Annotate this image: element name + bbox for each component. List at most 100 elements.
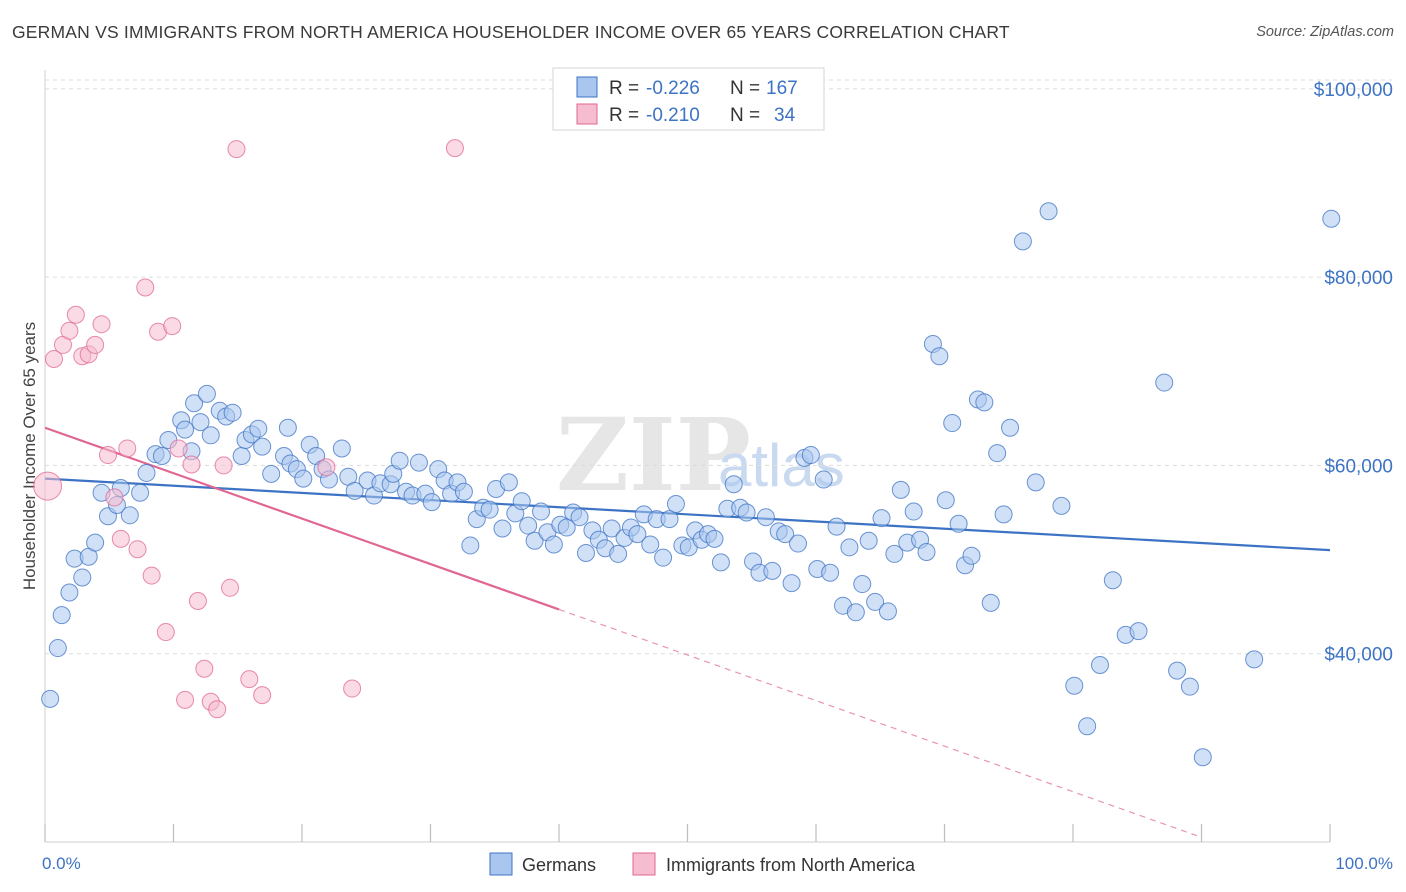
- point-germans-79: [570, 508, 589, 527]
- point-germans-43: [332, 439, 351, 458]
- point-germans-144: [988, 444, 1007, 463]
- point-germans-62: [461, 536, 480, 555]
- point-germans-80: [576, 543, 595, 562]
- point-germans-156: [1129, 622, 1148, 641]
- x-tick-label-0: 0.0%: [42, 854, 81, 873]
- chart-title: GERMAN VS IMMIGRANTS FROM NORTH AMERICA …: [12, 22, 1010, 42]
- point-immigrants-27: [221, 578, 240, 597]
- point-germans-7: [86, 533, 105, 552]
- point-germans-71: [519, 516, 538, 535]
- watermark: ZIP atlas: [556, 396, 845, 514]
- point-germans-153: [1090, 656, 1109, 675]
- bottom-legend-swatch-germans: [489, 852, 513, 876]
- point-germans-51: [390, 451, 409, 470]
- point-germans-72: [525, 531, 544, 550]
- point-immigrants-8: [92, 315, 111, 334]
- legend-n-label-2: N =: [730, 105, 760, 126]
- data-points: [33, 139, 1341, 767]
- point-germans-56: [422, 493, 441, 512]
- point-germans-142: [975, 393, 994, 412]
- trend-line-germans: [44, 477, 1331, 552]
- point-immigrants-0: [33, 471, 63, 501]
- point-immigrants-11: [111, 529, 130, 548]
- point-germans-27: [223, 403, 242, 422]
- point-germans-143: [981, 593, 1000, 612]
- point-immigrants-21: [182, 455, 201, 474]
- point-germans-145: [994, 505, 1013, 524]
- point-germans-147: [1013, 232, 1032, 251]
- point-germans-131: [904, 502, 923, 521]
- source-label: Source: ZipAtlas.com: [1256, 24, 1394, 40]
- tick-labels: $40,000 $60,000 $80,000 $100,000 0.0% 100.0%: [42, 80, 1393, 873]
- point-germans-152: [1078, 717, 1097, 736]
- legend-n-value-1: 167: [766, 78, 798, 99]
- point-immigrants-32: [343, 679, 362, 698]
- point-germans-61: [454, 482, 473, 501]
- point-germans-115: [801, 446, 820, 465]
- point-immigrants-17: [156, 623, 175, 642]
- point-germans-138: [949, 514, 968, 533]
- point-germans-111: [776, 525, 795, 544]
- point-germans-67: [493, 519, 512, 538]
- point-germans-146: [1001, 418, 1020, 437]
- point-immigrants-4: [66, 305, 85, 324]
- point-immigrants-23: [195, 659, 214, 678]
- point-germans-23: [197, 384, 216, 403]
- legend-r-value-2: -0.210: [646, 105, 700, 126]
- point-germans-113: [789, 534, 808, 553]
- point-germans-94: [666, 495, 685, 514]
- point-germans-121: [840, 538, 859, 557]
- point-immigrants-12: [118, 439, 137, 458]
- trend-lines: [44, 426, 1331, 838]
- point-germans-90: [641, 535, 660, 554]
- point-germans-31: [249, 419, 268, 438]
- point-germans-118: [821, 563, 840, 582]
- point-germans-148: [1026, 473, 1045, 492]
- y-tick-label-1: $60,000: [1324, 456, 1393, 477]
- point-germans-161: [1245, 650, 1264, 669]
- legend-n-label-1: N =: [730, 78, 760, 99]
- y-tick-label-2: $80,000: [1324, 268, 1393, 289]
- point-germans-159: [1180, 677, 1199, 696]
- y-tick-label-3: $100,000: [1314, 80, 1393, 101]
- point-germans-123: [853, 575, 872, 594]
- point-germans-88: [628, 525, 647, 544]
- point-germans-45: [345, 481, 364, 500]
- point-immigrants-15: [142, 566, 161, 585]
- legend: R = -0.226 N = 167 R = -0.210 N = 34: [552, 67, 825, 131]
- point-germans-28: [232, 447, 251, 465]
- point-immigrants-1: [44, 350, 63, 369]
- point-germans-125: [866, 592, 885, 611]
- point-germans-101: [711, 553, 730, 572]
- point-germans-16: [152, 447, 171, 465]
- point-germans-157: [1155, 373, 1174, 392]
- point-germans-65: [480, 500, 499, 519]
- point-germans-5: [73, 568, 92, 587]
- point-immigrants-10: [105, 488, 124, 507]
- legend-n-value-2: 34: [774, 105, 796, 126]
- point-germans-108: [756, 508, 775, 527]
- point-immigrants-14: [136, 278, 155, 297]
- point-germans-32: [253, 437, 272, 456]
- point-immigrants-33: [445, 139, 464, 158]
- point-germans-128: [885, 544, 904, 563]
- point-immigrants-25: [208, 700, 227, 719]
- watermark-zip: ZIP: [556, 396, 751, 514]
- point-germans-38: [294, 469, 313, 488]
- legend-r-value-1: -0.226: [646, 78, 700, 99]
- point-germans-124: [859, 531, 878, 550]
- point-germans-112: [782, 574, 801, 593]
- legend-swatch-germans: [576, 76, 598, 98]
- axes: [44, 70, 1331, 843]
- point-germans-150: [1052, 496, 1071, 515]
- point-germans-105: [737, 503, 756, 522]
- point-germans-162: [1322, 209, 1341, 228]
- bottom-legend-germans: Germans: [522, 855, 596, 875]
- point-germans-73: [532, 502, 551, 521]
- point-germans-22: [191, 413, 210, 432]
- point-germans-19: [176, 420, 195, 439]
- point-immigrants-13: [128, 540, 147, 559]
- point-germans-154: [1103, 571, 1122, 590]
- point-germans-158: [1168, 661, 1187, 680]
- point-germans-137: [943, 414, 962, 433]
